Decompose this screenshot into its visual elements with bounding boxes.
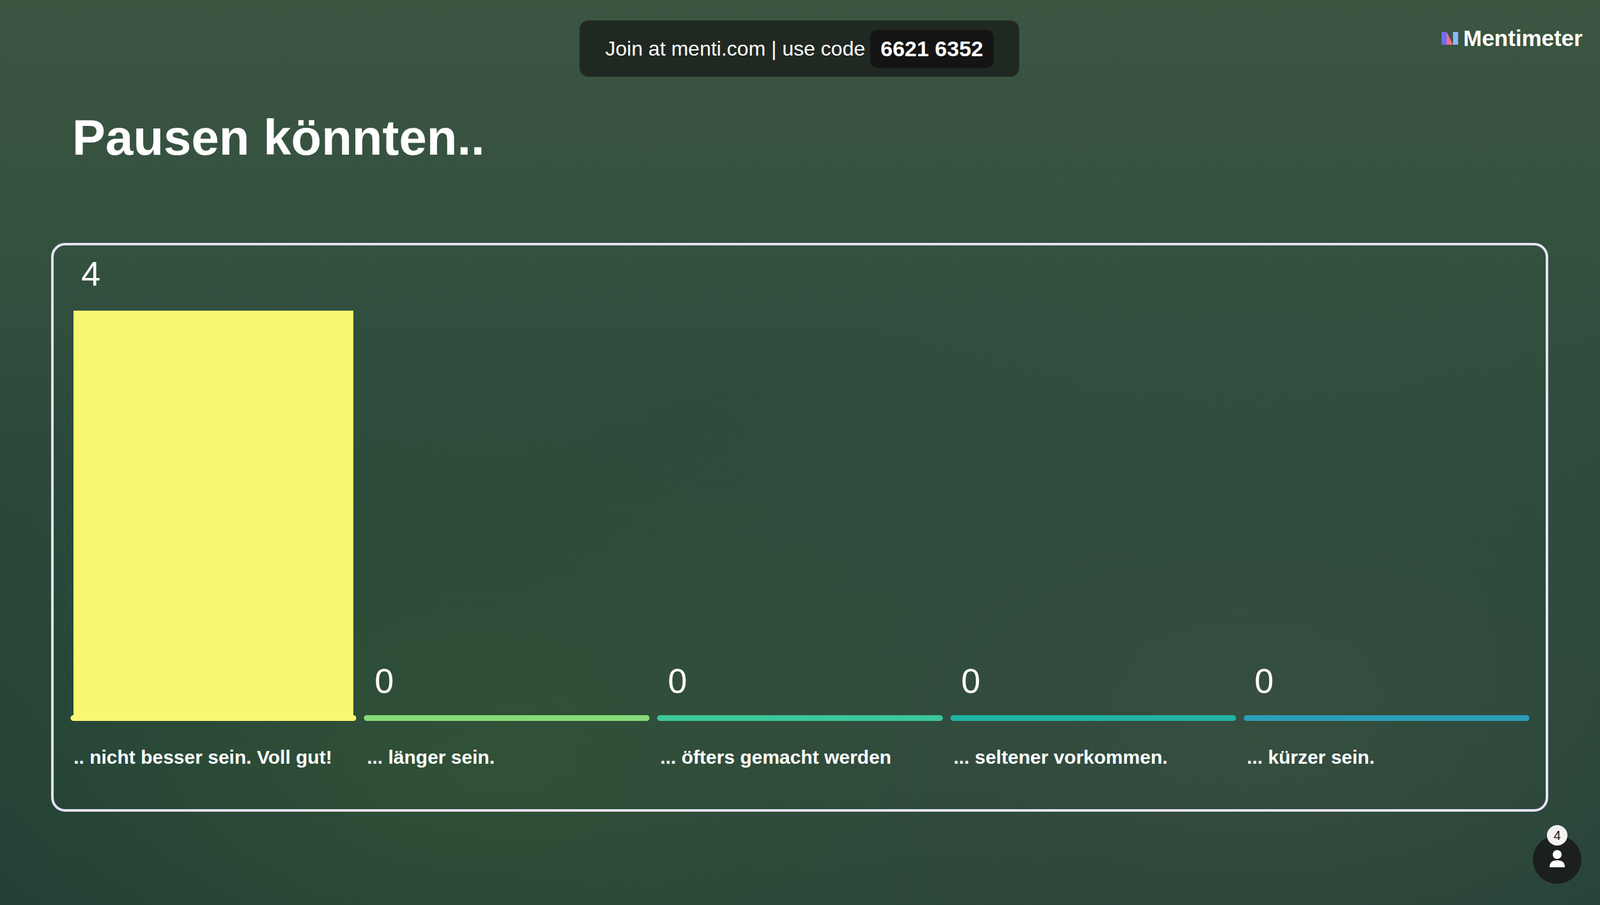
svg-text:.. nicht besser sein. Voll gut: .. nicht besser sein. Voll gut! [73,746,333,768]
svg-text:... länger sein.: ... länger sein. [366,746,495,768]
svg-text:0: 0 [1254,661,1274,700]
html-text:Pausen könnten..: Pausen könnten.. [72,109,485,166]
svg-text:0: 0 [374,661,394,700]
svg-text:0: 0 [667,661,687,700]
html-text:Join at menti.com | use code: Join at menti.com | use code [605,36,866,60]
svg-text:... kürzer sein.: ... kürzer sein. [1246,746,1375,768]
svg-text:... öfters gemacht werden: ... öfters gemacht werden [660,746,892,768]
html-text:Mentimeter: Mentimeter [1463,25,1583,51]
html-text:4: 4 [1553,827,1561,842]
html-text:6621 6352: 6621 6352 [880,36,984,61]
svg-text:0: 0 [961,661,981,700]
svg-text:4: 4 [81,254,101,293]
svg-text:... seltener vorkommen.: ... seltener vorkommen. [953,746,1168,768]
